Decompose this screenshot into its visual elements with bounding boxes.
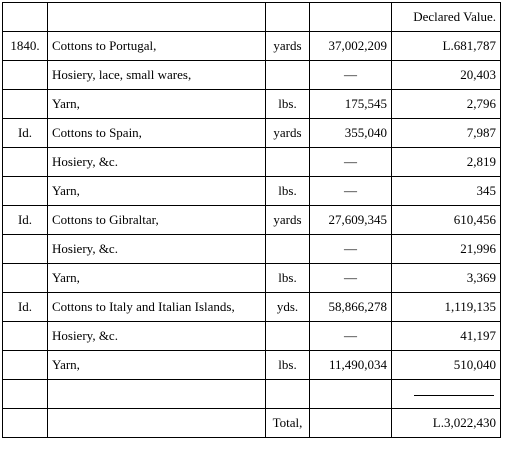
year-cell	[2, 89, 48, 119]
year-cell	[2, 60, 48, 90]
value-cell: 1,119,135	[391, 292, 501, 322]
unit-cell: lbs.	[265, 176, 310, 206]
quantity-cell: —	[309, 234, 392, 264]
value-cell: 20,403	[391, 60, 501, 90]
unit-cell: yards	[265, 205, 310, 235]
value-cell: 3,369	[391, 263, 501, 293]
table-row: Id. Cottons to Spain, yards 355,040 7,987	[2, 118, 501, 148]
table-body: Declared Value. 1840. Cottons to Portugal,…	[2, 2, 501, 438]
table-row	[2, 379, 501, 409]
quantity-cell: —	[309, 176, 392, 206]
value-cell: 610,456	[391, 205, 501, 235]
quantity-cell: 355,040	[309, 118, 392, 148]
item-cell	[47, 408, 266, 438]
quantity-cell: 58,866,278	[309, 292, 392, 322]
year-cell	[2, 350, 48, 380]
value-cell: 41,197	[391, 321, 501, 351]
year-cell	[2, 2, 48, 32]
header-row: Declared Value.	[2, 2, 501, 32]
table-row: Yarn, lbs. —345	[2, 176, 501, 206]
table-row: Hosiery, &c. —21,996	[2, 234, 501, 264]
year-cell: 1840.	[2, 31, 48, 61]
unit-cell	[265, 234, 310, 264]
unit-cell: lbs.	[265, 263, 310, 293]
table-row: Hosiery, &c. —2,819	[2, 147, 501, 177]
item-cell: Cottons to Gibraltar,	[47, 205, 266, 235]
year-cell	[2, 321, 48, 351]
year-cell	[2, 263, 48, 293]
item-cell: Cottons to Spain,	[47, 118, 266, 148]
value-cell: 7,987	[391, 118, 501, 148]
unit-cell: yards	[265, 31, 310, 61]
item-cell: Yarn,	[47, 176, 266, 206]
item-cell: Hosiery, &c.	[47, 147, 266, 177]
unit-cell	[265, 147, 310, 177]
table-row: 1840. Cottons to Portugal, yards 37,002,209…	[2, 31, 501, 61]
quantity-cell	[309, 379, 392, 409]
year-cell	[2, 147, 48, 177]
quantity-cell: —	[309, 60, 392, 90]
quantity-cell	[309, 2, 392, 32]
value-cell: L.681,787	[391, 31, 501, 61]
unit-cell	[265, 2, 310, 32]
unit-cell: Total,	[265, 408, 310, 438]
table-row: Yarn, lbs. 11,490,034 510,040	[2, 350, 501, 380]
item-cell: Hosiery, &c.	[47, 321, 266, 351]
value-cell: 21,996	[391, 234, 501, 264]
year-cell	[2, 408, 48, 438]
value-cell: 510,040	[391, 350, 501, 380]
quantity-cell: 37,002,209	[309, 31, 392, 61]
quantity-cell: —	[309, 263, 392, 293]
quantity-cell: 175,545	[309, 89, 392, 119]
quantity-cell: 11,490,034	[309, 350, 392, 380]
value-cell: 2,796	[391, 89, 501, 119]
table-row: Id. Cottons to Gibraltar, yards 27,609,345 6…	[2, 205, 501, 235]
year-cell	[2, 234, 48, 264]
item-cell: Hosiery, &c.	[47, 234, 266, 264]
value-cell: 345	[391, 176, 501, 206]
item-cell	[47, 2, 266, 32]
year-cell	[2, 176, 48, 206]
table-row: Hosiery, lace, small wares, —20,403	[2, 60, 501, 90]
item-cell: Hosiery, lace, small wares,	[47, 60, 266, 90]
item-cell: Cottons to Portugal,	[47, 31, 266, 61]
year-cell: Id.	[2, 292, 48, 322]
unit-cell: lbs.	[265, 89, 310, 119]
quantity-cell	[309, 408, 392, 438]
table-row: Yarn, lbs. —3,369	[2, 263, 501, 293]
unit-cell: lbs.	[265, 350, 310, 380]
export-table: Declared Value. 1840. Cottons to Portugal,…	[2, 2, 501, 438]
quantity-cell: —	[309, 147, 392, 177]
value-cell: Declared Value.	[391, 2, 501, 32]
value-cell	[391, 379, 501, 409]
unit-cell	[265, 60, 310, 90]
item-cell: Yarn,	[47, 89, 266, 119]
unit-cell	[265, 379, 310, 409]
year-cell: Id.	[2, 118, 48, 148]
table-row: Total, L.3,022,430	[2, 408, 501, 438]
quantity-cell: —	[309, 321, 392, 351]
unit-cell: yds.	[265, 292, 310, 322]
value-cell: 2,819	[391, 147, 501, 177]
table-row: Hosiery, &c. —41,197	[2, 321, 501, 351]
unit-cell	[265, 321, 310, 351]
table-row: Id. Cottons to Italy and Italian Islands,…	[2, 292, 501, 322]
item-cell	[47, 379, 266, 409]
year-cell: Id.	[2, 205, 48, 235]
unit-cell: yards	[265, 118, 310, 148]
year-cell	[2, 379, 48, 409]
value-cell: L.3,022,430	[391, 408, 501, 438]
item-cell: Yarn,	[47, 350, 266, 380]
item-cell: Cottons to Italy and Italian Islands,	[47, 292, 266, 322]
quantity-cell: 27,609,345	[309, 205, 392, 235]
item-cell: Yarn,	[47, 263, 266, 293]
table-row: Yarn, lbs. 175,545 2,796	[2, 89, 501, 119]
